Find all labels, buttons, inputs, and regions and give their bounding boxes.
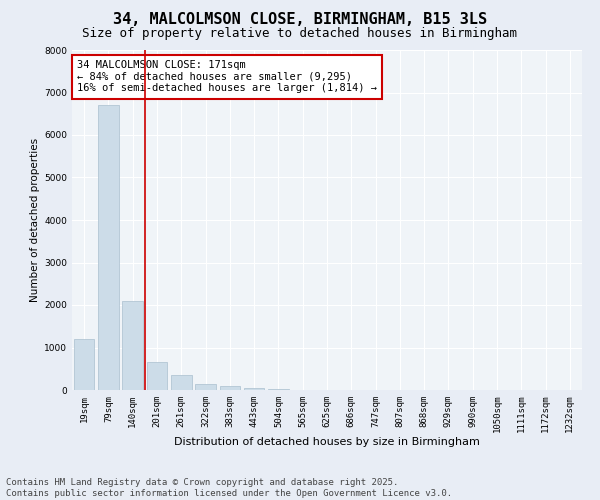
Bar — [98, 106, 119, 390]
Bar — [122, 300, 143, 390]
Bar — [146, 362, 167, 390]
Text: Size of property relative to detached houses in Birmingham: Size of property relative to detached ho… — [83, 28, 517, 40]
Text: Contains HM Land Registry data © Crown copyright and database right 2025.
Contai: Contains HM Land Registry data © Crown c… — [6, 478, 452, 498]
Bar — [244, 388, 265, 390]
Text: 34 MALCOLMSON CLOSE: 171sqm
← 84% of detached houses are smaller (9,295)
16% of : 34 MALCOLMSON CLOSE: 171sqm ← 84% of det… — [77, 60, 377, 94]
Bar — [268, 388, 289, 390]
Y-axis label: Number of detached properties: Number of detached properties — [30, 138, 40, 302]
Text: 34, MALCOLMSON CLOSE, BIRMINGHAM, B15 3LS: 34, MALCOLMSON CLOSE, BIRMINGHAM, B15 3L… — [113, 12, 487, 28]
X-axis label: Distribution of detached houses by size in Birmingham: Distribution of detached houses by size … — [174, 436, 480, 446]
Bar — [195, 384, 216, 390]
Bar — [74, 339, 94, 390]
Bar — [220, 386, 240, 390]
Bar — [171, 375, 191, 390]
